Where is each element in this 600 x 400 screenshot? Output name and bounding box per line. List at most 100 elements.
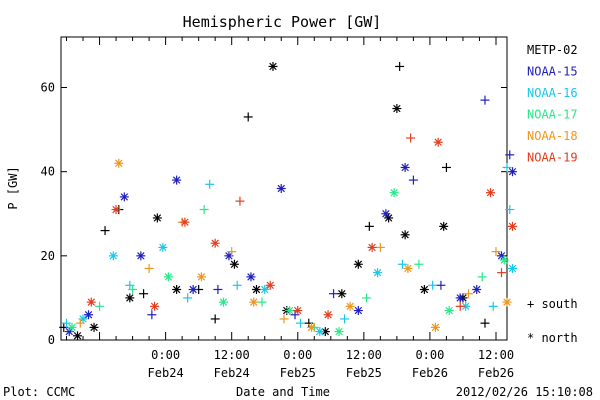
north-point bbox=[229, 259, 239, 269]
south-point bbox=[395, 61, 405, 71]
north-point bbox=[403, 263, 413, 273]
north-point bbox=[444, 306, 454, 316]
north-point bbox=[307, 322, 317, 332]
north-point bbox=[125, 293, 135, 303]
south-point bbox=[62, 318, 72, 328]
south-point bbox=[232, 280, 242, 290]
north-point bbox=[345, 301, 355, 311]
north-point bbox=[86, 297, 96, 307]
north-point bbox=[210, 238, 220, 248]
north-point bbox=[419, 285, 429, 294]
north-point bbox=[265, 280, 275, 290]
legend-entry-noaa-18: NOAA-18 bbox=[527, 129, 578, 143]
south-point bbox=[436, 280, 446, 290]
south-point bbox=[213, 285, 223, 294]
south-point bbox=[205, 179, 215, 189]
north-point bbox=[400, 162, 410, 172]
legend-south-marker: + south bbox=[527, 297, 578, 311]
north-point bbox=[246, 272, 256, 282]
north-point bbox=[389, 188, 399, 198]
x-tick-label: 0:00 bbox=[283, 348, 312, 362]
north-point bbox=[400, 230, 410, 240]
north-point bbox=[334, 327, 344, 337]
x-tick-date-label: Feb25 bbox=[346, 366, 382, 380]
y-axis-label: P [GW] bbox=[6, 166, 20, 209]
south-point bbox=[414, 259, 424, 269]
y-tick-label: 20 bbox=[41, 249, 55, 263]
south-point bbox=[329, 289, 339, 299]
y-axis: 0 20 40 60 bbox=[41, 81, 507, 347]
north-point bbox=[111, 205, 121, 215]
series-noaa-18 bbox=[75, 158, 512, 332]
south-point bbox=[340, 314, 350, 324]
south-point bbox=[496, 268, 506, 278]
north-point bbox=[268, 61, 278, 71]
south-point bbox=[480, 318, 490, 328]
south-point bbox=[139, 289, 149, 299]
x-tick-label: 0:00 bbox=[415, 348, 444, 362]
north-point bbox=[337, 289, 347, 299]
plot-frame bbox=[60, 36, 508, 341]
series-noaa-19 bbox=[86, 133, 518, 320]
x-tick-date-label: Feb24 bbox=[214, 366, 250, 380]
north-point bbox=[136, 251, 146, 261]
x-tick-label: 12:00 bbox=[214, 348, 250, 362]
north-point bbox=[276, 184, 286, 193]
north-point bbox=[485, 188, 495, 198]
south-point bbox=[144, 263, 154, 273]
south-point bbox=[296, 318, 306, 328]
north-point bbox=[108, 251, 118, 261]
legend-entry-noaa-15: NOAA-15 bbox=[527, 65, 578, 79]
south-point bbox=[463, 289, 473, 299]
x-tick-date-label: Feb26 bbox=[478, 366, 514, 380]
north-point bbox=[439, 221, 449, 231]
south-point bbox=[183, 293, 193, 303]
north-point bbox=[508, 167, 518, 177]
north-point bbox=[373, 268, 383, 278]
south-point bbox=[235, 196, 245, 206]
y-tick-label: 0 bbox=[48, 333, 55, 347]
north-point bbox=[508, 221, 518, 231]
series-noaa-15 bbox=[64, 95, 518, 337]
north-point bbox=[320, 327, 330, 337]
north-point bbox=[433, 137, 443, 147]
north-point bbox=[472, 285, 482, 294]
chart-title: Hemispheric Power [GW] bbox=[183, 13, 382, 31]
north-point bbox=[455, 293, 465, 303]
plot-credit: Plot: CCMC bbox=[3, 385, 75, 399]
x-axis-label: Date and Time bbox=[236, 385, 330, 399]
north-point bbox=[353, 259, 363, 269]
south-point bbox=[75, 318, 85, 328]
north-point bbox=[249, 297, 259, 307]
north-point bbox=[260, 285, 270, 294]
north-point bbox=[353, 306, 363, 316]
south-point bbox=[397, 259, 407, 269]
north-point bbox=[119, 192, 129, 202]
data-points bbox=[59, 61, 518, 341]
north-point bbox=[163, 272, 173, 282]
north-point bbox=[323, 310, 333, 320]
south-point bbox=[362, 293, 372, 303]
south-point bbox=[428, 280, 438, 290]
series-metp-02 bbox=[59, 61, 490, 341]
south-point bbox=[100, 226, 110, 236]
north-point bbox=[89, 322, 99, 332]
legend-entry-noaa-16: NOAA-16 bbox=[527, 86, 578, 100]
legend-entry-metp-02: METP-02 bbox=[527, 43, 578, 57]
south-point bbox=[480, 95, 490, 105]
south-point bbox=[488, 301, 498, 311]
south-point bbox=[243, 112, 253, 122]
legend-entry-noaa-19: NOAA-19 bbox=[527, 151, 578, 165]
x-tick-date-label: Feb25 bbox=[280, 366, 316, 380]
series-noaa-16 bbox=[62, 162, 518, 337]
south-point bbox=[505, 150, 515, 160]
south-point bbox=[441, 162, 451, 172]
x-tick-date-label: Feb26 bbox=[412, 366, 448, 380]
x-tick-label: 12:00 bbox=[478, 348, 514, 362]
north-point bbox=[499, 255, 509, 265]
north-point bbox=[172, 175, 182, 185]
south-point bbox=[147, 310, 157, 320]
north-point bbox=[172, 285, 182, 294]
north-point bbox=[114, 158, 124, 168]
